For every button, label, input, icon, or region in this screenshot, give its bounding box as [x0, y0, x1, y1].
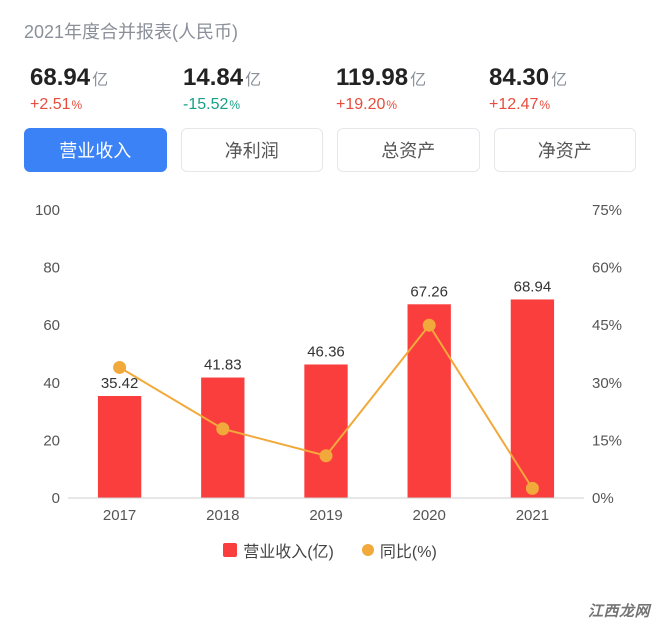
line-marker [114, 361, 126, 373]
line-marker [526, 482, 538, 494]
bar-value-label: 41.83 [204, 357, 242, 374]
bar [201, 378, 244, 498]
y-right-tick: 15% [592, 432, 622, 449]
x-tick-label: 2021 [516, 507, 549, 524]
bar [408, 304, 451, 498]
metric-change: -15.52% [183, 96, 324, 114]
bar-value-label: 68.94 [514, 278, 552, 295]
metric-value: 84.30 [489, 64, 549, 91]
legend: 营业收入(亿) 同比(%) [24, 538, 636, 562]
bar [511, 299, 554, 498]
metric-unit: 亿 [410, 72, 426, 89]
bar [304, 364, 347, 498]
metric-unit: 亿 [551, 72, 567, 89]
metric-value-line: 14.84亿 [183, 64, 324, 92]
metric-1: 14.84亿 -15.52% [177, 64, 330, 114]
metric-value: 14.84 [183, 64, 243, 91]
metric-value-line: 119.98亿 [336, 64, 477, 92]
legend-item-0: 营业收入(亿) [223, 538, 334, 562]
legend-swatch-bar [223, 543, 237, 557]
y-left-tick: 0 [52, 490, 60, 507]
y-right-tick: 0% [592, 490, 614, 507]
y-right-tick: 75% [592, 202, 622, 219]
x-tick-label: 2019 [309, 507, 342, 524]
y-left-tick: 80 [43, 260, 60, 277]
metric-value: 68.94 [30, 64, 90, 91]
y-left-tick: 40 [43, 375, 60, 392]
x-tick-label: 2017 [103, 507, 136, 524]
tab-3[interactable]: 净资产 [494, 128, 637, 172]
metric-0: 68.94亿 +2.51% [24, 64, 177, 114]
legend-label: 营业收入(亿) [243, 538, 334, 562]
metric-change: +19.20% [336, 96, 477, 114]
metric-unit: 亿 [92, 72, 108, 89]
y-right-tick: 30% [592, 375, 622, 392]
y-left-tick: 60 [43, 317, 60, 334]
watermark: 江西龙网 [588, 600, 650, 621]
bar-value-label: 35.42 [101, 375, 139, 392]
line-marker [423, 319, 435, 331]
legend-swatch-dot [362, 544, 374, 556]
line-marker [320, 450, 332, 462]
metric-value-line: 84.30亿 [489, 64, 630, 92]
y-left-tick: 100 [35, 202, 60, 219]
report-title: 2021年度合并报表(人民币) [24, 18, 636, 44]
y-left-tick: 20 [43, 432, 60, 449]
legend-label: 同比(%) [380, 538, 437, 562]
metrics-row: 68.94亿+2.51%14.84亿-15.52%119.98亿+19.20%8… [24, 64, 636, 114]
x-tick-label: 2020 [413, 507, 446, 524]
tab-1[interactable]: 净利润 [181, 128, 324, 172]
line-marker [217, 423, 229, 435]
metric-value-line: 68.94亿 [30, 64, 171, 92]
metric-unit: 亿 [245, 72, 261, 89]
bar-value-label: 46.36 [307, 343, 345, 360]
bar-value-label: 67.26 [410, 283, 448, 300]
metric-value: 119.98 [336, 64, 408, 91]
tab-0[interactable]: 营业收入 [24, 128, 167, 172]
tabs-row: 营业收入净利润总资产净资产 [24, 128, 636, 172]
y-right-tick: 45% [592, 317, 622, 334]
y-right-tick: 60% [592, 260, 622, 277]
chart: 0 20 40 60 80 100 0% 15% 30% 45% 60% 75% 35.42 2017 41… [24, 198, 636, 528]
tab-2[interactable]: 总资产 [337, 128, 480, 172]
metric-change: +2.51% [30, 96, 171, 114]
metric-change: +12.47% [489, 96, 630, 114]
legend-item-1: 同比(%) [362, 538, 437, 562]
x-tick-label: 2018 [206, 507, 239, 524]
bar [98, 396, 141, 498]
metric-2: 119.98亿 +19.20% [330, 64, 483, 114]
metric-3: 84.30亿 +12.47% [483, 64, 636, 114]
